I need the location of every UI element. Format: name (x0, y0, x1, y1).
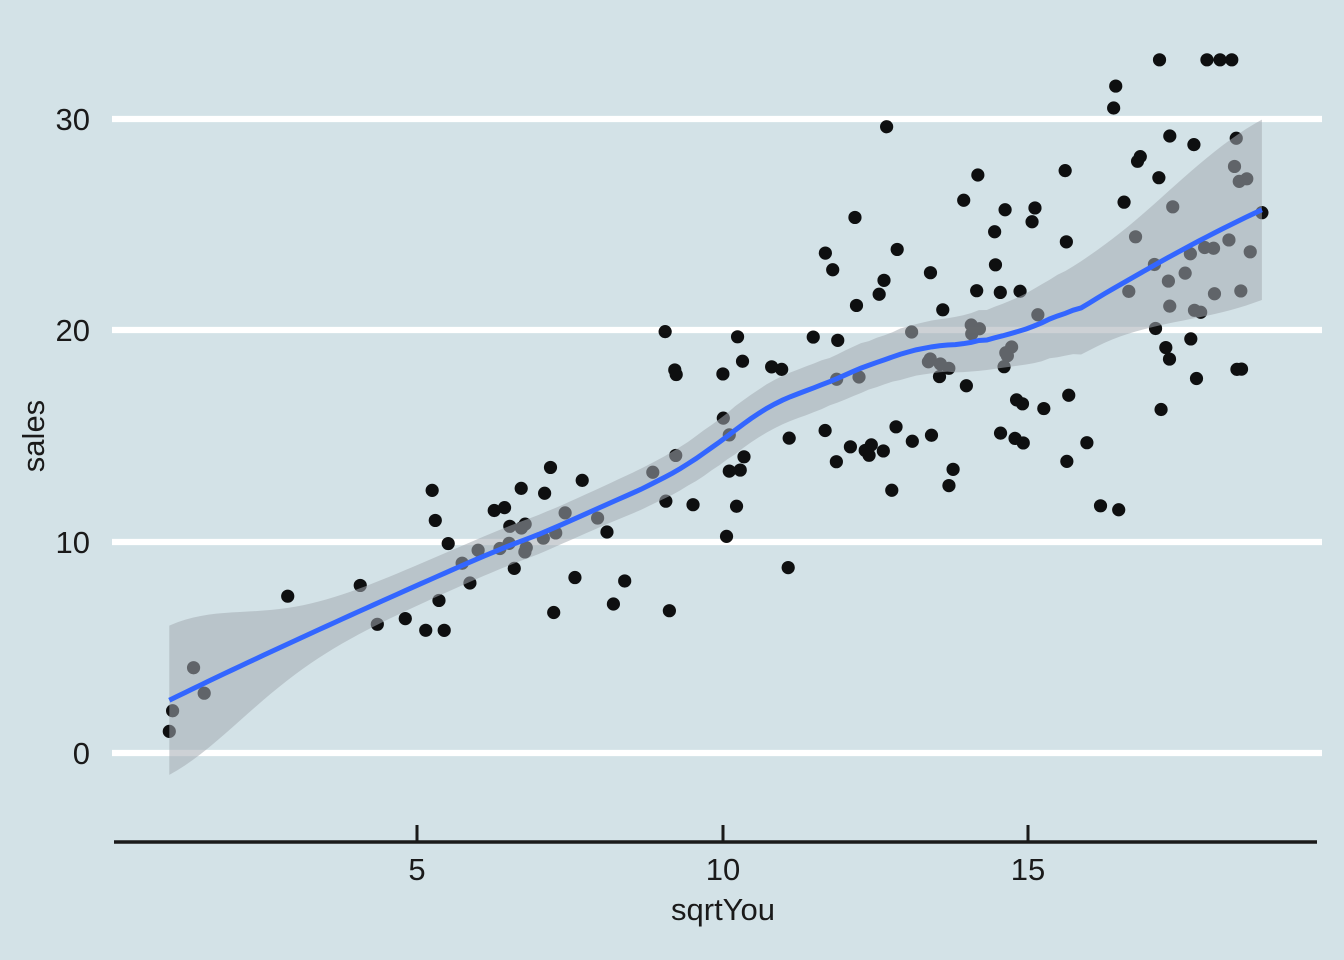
svg-text:10: 10 (706, 852, 740, 887)
svg-text:30: 30 (56, 102, 90, 137)
svg-text:sales: sales (16, 400, 51, 472)
svg-text:20: 20 (56, 313, 90, 348)
svg-text:15: 15 (1011, 852, 1045, 887)
svg-text:5: 5 (408, 852, 425, 887)
svg-text:sqrtYou: sqrtYou (671, 892, 775, 927)
svg-text:10: 10 (56, 525, 90, 560)
svg-text:0: 0 (73, 736, 90, 771)
